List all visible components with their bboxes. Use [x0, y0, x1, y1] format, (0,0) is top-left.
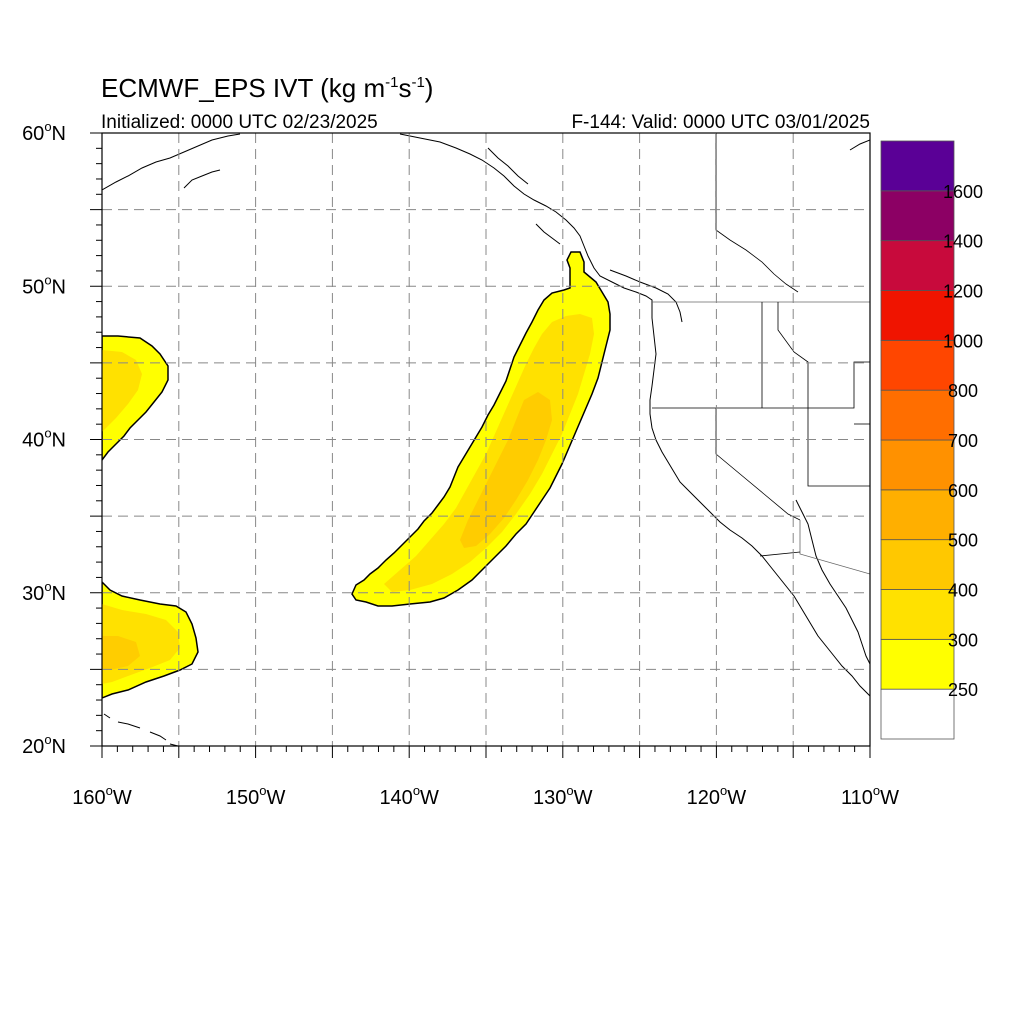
colorbar-label: 1000 — [943, 331, 983, 351]
colorbar-label: 700 — [948, 431, 978, 451]
lon-label: 130oW — [533, 783, 593, 809]
atmospheric-river-300 — [384, 314, 594, 592]
colorbar-label: 1400 — [943, 232, 983, 252]
colorbar-label: 1600 — [943, 182, 983, 202]
ivt-shading — [102, 251, 611, 699]
colorbar-swatch — [880, 688, 955, 740]
axis-ticks — [90, 132, 871, 758]
lon-label: 160oW — [72, 783, 132, 809]
colorbar-swatch — [880, 638, 955, 690]
atmospheric-river-400 — [460, 392, 552, 548]
colorbar-label: 250 — [948, 680, 978, 700]
colorbar-swatch — [880, 240, 955, 291]
colorbar: 250 300 400 500 600 700 800 1000 1200 1400 1600 — [880, 140, 983, 740]
lat-label: 20oN — [22, 732, 66, 758]
colorbar-swatch — [880, 589, 955, 640]
initialized-label: Initialized: 0000 UTC 02/23/2025 — [101, 112, 378, 133]
colorbar-swatch — [880, 539, 955, 590]
colorbar-swatch — [880, 140, 955, 192]
colorbar-swatch — [880, 439, 955, 491]
colorbar-label: 1200 — [943, 282, 983, 302]
colorbar-label: 300 — [948, 630, 978, 650]
lat-labels: 60oN 50oN 40oN 30oN 20oN — [22, 119, 66, 758]
gridlines — [102, 133, 870, 746]
lon-label: 150oW — [226, 783, 286, 809]
map-area — [102, 133, 870, 746]
colorbar-label: 600 — [948, 481, 978, 501]
lon-label: 110oW — [841, 783, 899, 809]
lat-label: 50oN — [22, 272, 66, 298]
lat-label: 40oN — [22, 426, 66, 452]
coastlines — [102, 133, 870, 746]
lon-label: 140oW — [379, 783, 439, 809]
colorbar-swatch — [880, 190, 955, 242]
colorbar-label: 500 — [948, 531, 978, 551]
colorbar-swatch — [880, 290, 955, 341]
colorbar-swatch — [880, 489, 955, 541]
political-boundaries — [652, 134, 870, 575]
map-title: ECMWF_EPS IVT (kg m-1s-1) — [101, 73, 433, 103]
colorbar-label: 400 — [948, 581, 978, 601]
atmospheric-river-250 — [351, 251, 611, 607]
lon-label: 120oW — [687, 783, 747, 809]
lat-label: 60oN — [22, 119, 66, 145]
colorbar-swatch — [880, 339, 955, 391]
lon-labels: 160oW 150oW 140oW 130oW 120oW 110oW — [72, 783, 899, 809]
valid-label: F-144: Valid: 0000 UTC 03/01/2025 — [571, 112, 870, 133]
colorbar-label: 800 — [948, 381, 978, 401]
colorbar-swatch — [880, 389, 955, 441]
lat-label: 30oN — [22, 579, 66, 605]
